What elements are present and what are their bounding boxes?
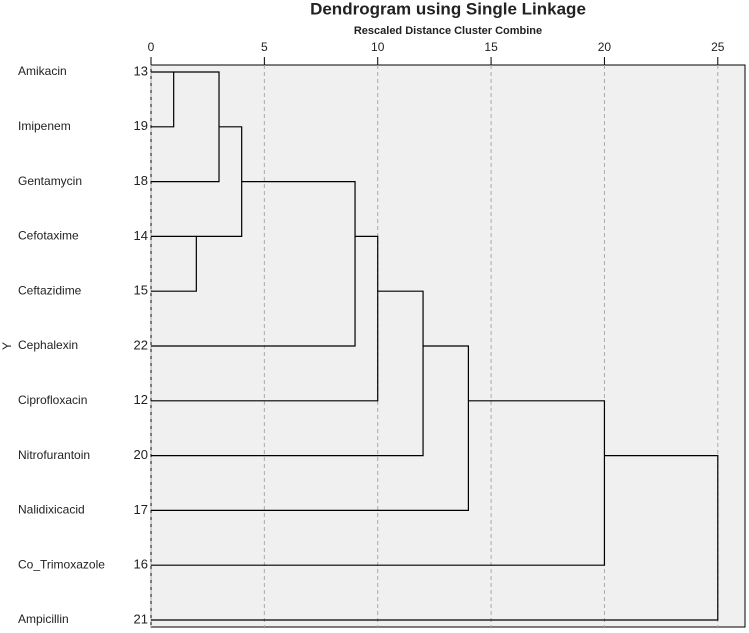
x-tick-label: 15 — [484, 40, 498, 54]
leaf-id: 20 — [134, 447, 148, 462]
leaf-id: 18 — [134, 173, 148, 188]
merge-link — [151, 400, 606, 566]
merge-link — [151, 235, 379, 402]
leaf-label: Co_Trimoxazole — [18, 557, 105, 571]
x-tick-label: 0 — [148, 40, 155, 54]
x-tick-label: 5 — [261, 40, 268, 54]
merge-link — [151, 345, 470, 511]
x-tick-label: 20 — [598, 40, 612, 54]
leaf-label: Nitrofurantoin — [18, 448, 90, 462]
merge-link — [151, 290, 424, 457]
leaf-label: Cephalexin — [18, 338, 78, 352]
chart-subtitle: Rescaled Distance Cluster Combine — [354, 25, 542, 37]
leaf-id: 17 — [134, 502, 148, 517]
leaf-label: Gentamycin — [18, 174, 82, 188]
merge-link — [151, 71, 220, 183]
leaf-id: 14 — [134, 228, 148, 243]
merge-link — [151, 181, 356, 347]
leaf-label: Amikacin — [18, 64, 67, 78]
merge-link — [151, 455, 719, 621]
leaf-label: Nalidixicacid — [18, 503, 85, 517]
x-tick-label: 10 — [371, 40, 385, 54]
leaf-label: Ciprofloxacin — [18, 393, 87, 407]
leaf-id: 19 — [134, 118, 148, 133]
leaf-label: Ampicillin — [18, 612, 69, 626]
x-tick-label: 25 — [711, 40, 725, 54]
leaf-id: 16 — [134, 557, 148, 572]
y-axis-label: Y — [0, 342, 14, 350]
leaf-label: Imipenem — [18, 119, 71, 133]
leaf-label: Ceftazidime — [18, 283, 82, 297]
leaf-id: 22 — [134, 337, 148, 352]
merge-link — [151, 71, 175, 128]
leaf-id: 21 — [134, 611, 148, 626]
chart-title: Dendrogram using Single Linkage — [310, 0, 586, 18]
merge-link — [151, 235, 197, 292]
leaf-id: 15 — [134, 283, 148, 298]
merge-link — [196, 126, 243, 237]
leaf-label: Cefotaxime — [18, 229, 79, 243]
leaf-id: 12 — [134, 392, 148, 407]
leaf-id: 13 — [134, 63, 148, 78]
